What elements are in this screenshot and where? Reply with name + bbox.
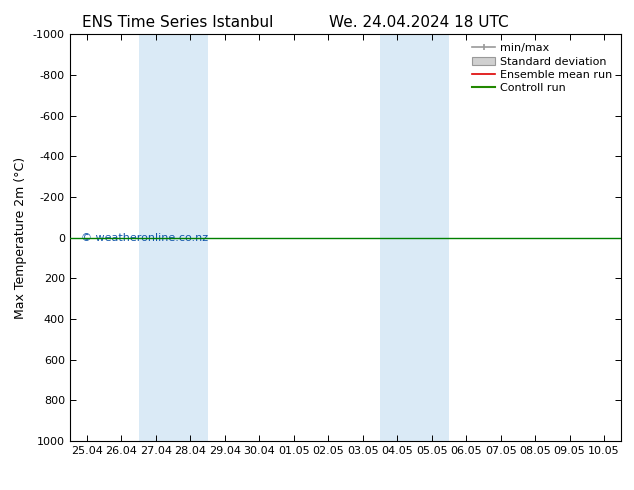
Text: © weatheronline.co.nz: © weatheronline.co.nz	[81, 233, 208, 243]
Legend: min/max, Standard deviation, Ensemble mean run, Controll run: min/max, Standard deviation, Ensemble me…	[469, 40, 616, 97]
Text: We. 24.04.2024 18 UTC: We. 24.04.2024 18 UTC	[328, 15, 508, 30]
Bar	[380, 34, 449, 441]
Bar	[139, 34, 207, 441]
Text: ENS Time Series Istanbul: ENS Time Series Istanbul	[82, 15, 273, 30]
Y-axis label: Max Temperature 2m (°C): Max Temperature 2m (°C)	[15, 157, 27, 318]
